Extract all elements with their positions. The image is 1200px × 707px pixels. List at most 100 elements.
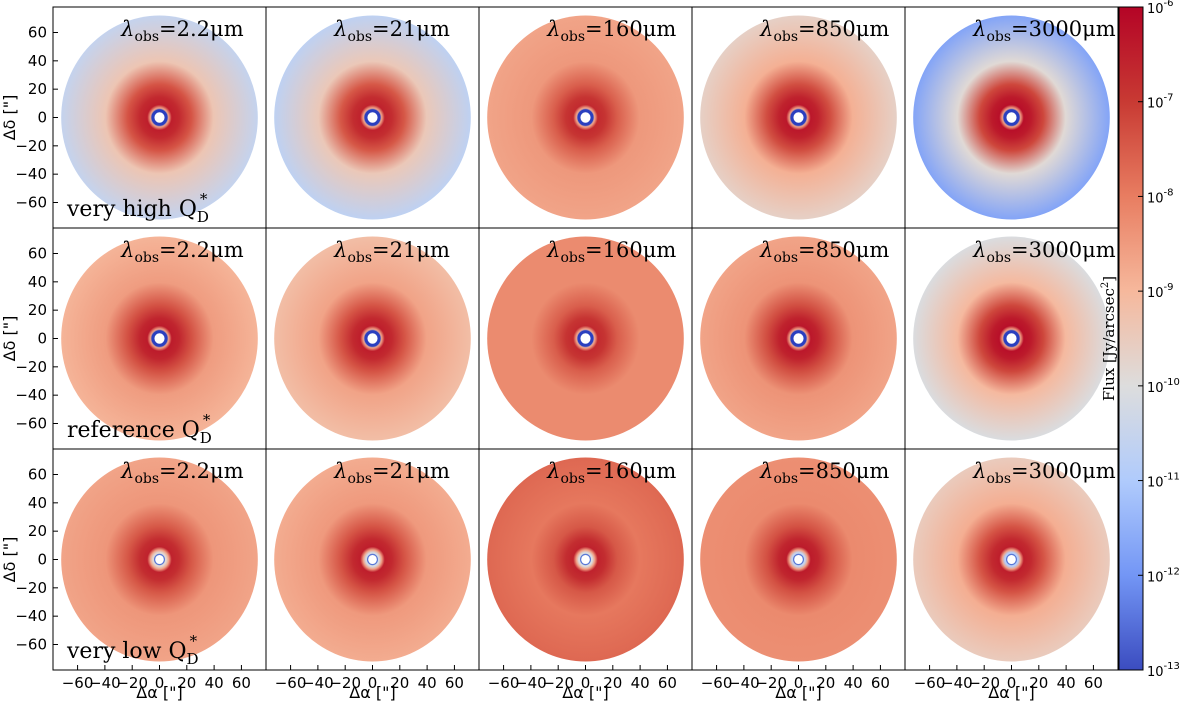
x-tick-label: −60 bbox=[701, 674, 733, 692]
x-tick-label: 20 bbox=[390, 674, 409, 692]
row-label: reference QD* bbox=[67, 411, 212, 447]
x-axis-label: Δα ["] bbox=[136, 683, 182, 702]
y-tick-label: 60 bbox=[28, 24, 47, 42]
wavelength-label: λobs=160μm bbox=[546, 17, 676, 45]
x-tick-label: −60 bbox=[62, 674, 94, 692]
colorbar-tick-label: 10-10 bbox=[1147, 377, 1180, 396]
panel-r1-c1: λobs=21μm bbox=[265, 227, 480, 450]
x-tick-label: −20 bbox=[329, 674, 361, 692]
wavelength-label: λobs=850μm bbox=[759, 459, 889, 487]
colorbar-tick-label: 10-12 bbox=[1147, 566, 1180, 585]
x-tick-label: 0 bbox=[581, 674, 591, 692]
wavelength-label: λobs=2.2μm bbox=[120, 17, 244, 45]
panel-r2-c1: λobs=21μm bbox=[265, 448, 480, 671]
star-marker bbox=[577, 109, 594, 126]
y-tick-label: 0 bbox=[37, 330, 47, 348]
y-tick-label: 0 bbox=[37, 551, 47, 569]
x-tick-label: −20 bbox=[755, 674, 787, 692]
x-tick-label: 40 bbox=[418, 674, 437, 692]
panel-r0-c0: λobs=2.2μm bbox=[52, 6, 267, 229]
panel-r2-c0: λobs=2.2μm bbox=[52, 448, 267, 671]
colorbar-tick-label: 10-13 bbox=[1147, 661, 1180, 680]
y-tick-label: 60 bbox=[28, 245, 47, 263]
wavelength-label: λobs=160μm bbox=[546, 238, 676, 266]
x-tick-label: −20 bbox=[542, 674, 574, 692]
x-tick-label: 20 bbox=[177, 674, 196, 692]
y-axis-label: Δδ ["] bbox=[0, 537, 19, 583]
x-tick-label: −40 bbox=[89, 674, 121, 692]
wavelength-label: λobs=21μm bbox=[333, 459, 450, 487]
colorbar-tick-label: 10-7 bbox=[1147, 93, 1174, 112]
x-tick-label: −60 bbox=[914, 674, 946, 692]
star-marker bbox=[790, 109, 807, 126]
wavelength-label: λobs=2.2μm bbox=[120, 238, 244, 266]
x-tick-label: −20 bbox=[116, 674, 148, 692]
wavelength-label: λobs=21μm bbox=[333, 17, 450, 45]
y-tick-label: 40 bbox=[28, 273, 47, 291]
row-label: very low QD* bbox=[66, 632, 199, 668]
star-marker bbox=[364, 330, 381, 347]
star-marker bbox=[1003, 330, 1020, 347]
y-tick-label: −20 bbox=[15, 358, 47, 376]
x-tick-label: −40 bbox=[515, 674, 547, 692]
y-axis-label: Δδ ["] bbox=[0, 316, 19, 362]
wavelength-label: λobs=850μm bbox=[759, 17, 889, 45]
star-marker bbox=[151, 330, 168, 347]
y-tick-label: −20 bbox=[15, 137, 47, 155]
panel-r1-c2: λobs=160μm bbox=[478, 227, 693, 450]
x-tick-label: 0 bbox=[155, 674, 165, 692]
x-tick-label: 60 bbox=[232, 674, 251, 692]
x-tick-label: −60 bbox=[275, 674, 307, 692]
y-tick-label: 20 bbox=[28, 522, 47, 540]
panel-r0-c4: λobs=3000μm bbox=[904, 6, 1119, 229]
x-tick-label: −60 bbox=[488, 674, 520, 692]
y-tick-label: 20 bbox=[28, 301, 47, 319]
colorbar-label: Flux [Jy/arcsec2] bbox=[1100, 276, 1118, 401]
x-tick-label: 40 bbox=[844, 674, 863, 692]
y-tick-label: 20 bbox=[28, 80, 47, 98]
x-axis-label: Δα ["] bbox=[988, 683, 1034, 702]
star-marker bbox=[790, 330, 807, 347]
y-tick-label: 40 bbox=[28, 494, 47, 512]
colorbar-tick-label: 10-6 bbox=[1147, 0, 1174, 17]
x-tick-label: −40 bbox=[302, 674, 334, 692]
x-tick-label: 0 bbox=[794, 674, 804, 692]
panel-r2-c3: λobs=850μm bbox=[691, 448, 906, 671]
wavelength-label: λobs=2.2μm bbox=[120, 459, 244, 487]
y-tick-label: −20 bbox=[15, 579, 47, 597]
panel-r2-c2: λobs=160μm bbox=[478, 448, 693, 671]
y-tick-label: 0 bbox=[37, 109, 47, 127]
panel-r2-c4: λobs=3000μm bbox=[904, 448, 1119, 671]
wavelength-label: λobs=160μm bbox=[546, 459, 676, 487]
star-marker bbox=[364, 109, 381, 126]
x-tick-label: −40 bbox=[728, 674, 760, 692]
row-label: very high QD* bbox=[66, 190, 209, 226]
y-tick-label: −60 bbox=[15, 415, 47, 433]
star-marker bbox=[151, 109, 168, 126]
star-marker bbox=[1005, 553, 1018, 566]
colorbar-scale bbox=[1118, 6, 1144, 671]
x-tick-label: 40 bbox=[205, 674, 224, 692]
x-tick-label: 20 bbox=[603, 674, 622, 692]
colorbar-tick-label: 10-8 bbox=[1147, 187, 1174, 206]
y-tick-label: −60 bbox=[15, 636, 47, 654]
x-tick-label: 20 bbox=[816, 674, 835, 692]
wavelength-label: λobs=3000μm bbox=[972, 459, 1116, 487]
wavelength-label: λobs=21μm bbox=[333, 238, 450, 266]
star-marker bbox=[366, 553, 379, 566]
star-marker bbox=[577, 330, 594, 347]
x-axis-label: Δα ["] bbox=[349, 683, 395, 702]
y-tick-label: −40 bbox=[15, 386, 47, 404]
y-tick-label: −40 bbox=[15, 607, 47, 625]
x-axis-label: Δα ["] bbox=[775, 683, 821, 702]
colorbar-tick-label: 10-11 bbox=[1147, 472, 1180, 491]
panel-r1-c0: λobs=2.2μm bbox=[52, 227, 267, 450]
x-tick-label: 0 bbox=[1007, 674, 1017, 692]
x-tick-label: 40 bbox=[631, 674, 650, 692]
y-tick-label: −40 bbox=[15, 165, 47, 183]
x-tick-label: 60 bbox=[658, 674, 677, 692]
wavelength-label: λobs=3000μm bbox=[972, 17, 1116, 45]
x-tick-label: 60 bbox=[445, 674, 464, 692]
